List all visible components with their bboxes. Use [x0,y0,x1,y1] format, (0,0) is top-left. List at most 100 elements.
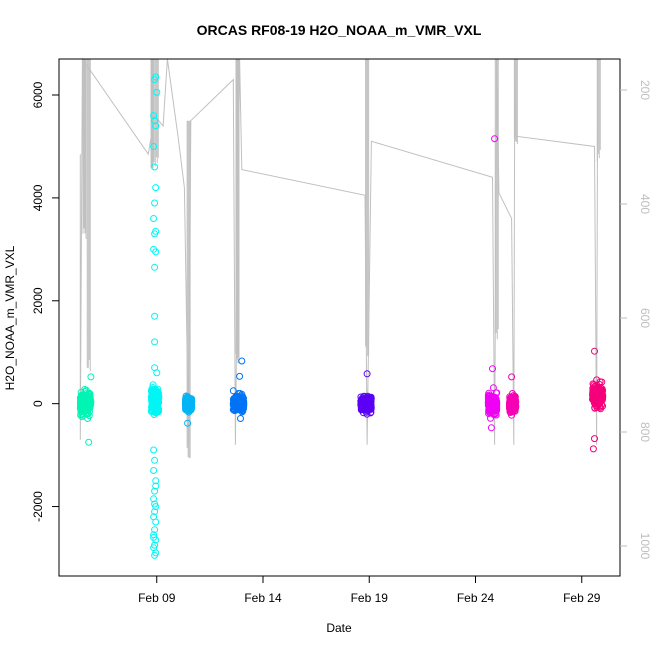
data-point [84,397,92,405]
data-point-outlier [150,143,158,150]
data-point [77,400,84,408]
data-point-outlier [150,215,158,222]
data-point [595,392,603,400]
plot-frame [58,58,621,577]
data-point [512,397,520,405]
series-group [181,392,196,427]
pressure-track-line [79,57,599,445]
y2-axis: 200 400 600 800 1000 [620,80,650,560]
data-point [80,391,88,399]
data-point-outlier [151,551,159,559]
y2-tick-label: 600 [638,308,650,328]
data-point [230,398,238,406]
data-point [234,406,242,414]
data-point-outlier [151,456,159,464]
data-point-outlier [150,495,158,503]
data-point-outlier [151,263,159,271]
data-point-outlier [487,424,495,432]
series-group [76,373,95,446]
chart-title: ORCAS RF08-19 H2O_NOAA_m_VMR_VXL [197,22,482,38]
series-group [484,135,501,432]
data-point [183,398,191,406]
data-point-outlier [152,248,160,256]
data-point-outlier [491,135,499,143]
series-group [506,373,520,419]
data-point [591,383,599,391]
data-point-outlier [153,369,161,377]
data-point [154,393,162,401]
data-point-outlier [183,394,190,401]
data-point-outlier [184,419,192,427]
y-tick-label: 6000 [31,81,45,108]
data-point-outlier [151,76,159,84]
x-tick-label: Feb 29 [563,591,601,605]
data-point [489,384,497,392]
data-points-layer [76,73,607,559]
y-axis-label: H2O_NOAA_m_VMR_VXL [3,245,17,390]
data-point-outlier [151,230,159,238]
data-point [485,391,492,399]
x-tick-label: Feb 24 [457,591,495,605]
data-point-outlier [152,482,160,490]
data-point-outlier [152,184,160,192]
data-point [154,388,162,396]
data-point-outlier [152,518,160,526]
y2-tick-label: 800 [638,422,650,442]
data-point-outlier [151,312,159,320]
data-point-outlier [87,373,95,381]
data-point-outlier [152,122,160,130]
data-point-outlier [152,477,160,485]
data-point-outlier [508,373,516,381]
data-point-outlier [236,372,244,380]
data-point [152,400,160,408]
pressure-spike-bundle [235,59,240,364]
data-point-outlier [150,112,158,120]
data-point [234,398,241,406]
data-point-outlier [591,347,598,355]
data-point-outlier [153,88,161,96]
data-point-outlier [151,199,159,207]
data-point-outlier [151,163,159,171]
data-point [149,402,157,410]
data-point-outlier [151,526,159,534]
x-tick-label: Feb 09 [138,591,176,605]
series-group [229,357,248,422]
data-point [492,389,500,397]
pressure-spike-bundle [513,59,518,144]
pressure-spike-bundle [86,59,91,371]
data-point-outlier [150,467,158,474]
y-tick-label: -2000 [31,491,45,522]
data-point [359,401,367,409]
data-point-outlier [363,370,371,378]
y2-tick-label: 400 [638,194,650,214]
data-point [490,397,498,405]
data-point-outlier [238,357,246,365]
x-tick-label: Feb 14 [244,591,282,605]
data-point-outlier [229,387,237,395]
data-point [590,393,598,401]
y2-tick-label: 1000 [638,533,650,560]
data-point-outlier [150,446,158,454]
y-tick-label: 4000 [31,184,45,211]
data-point [509,390,516,397]
data-point [85,393,93,401]
pressure-spike-bundle [365,59,370,357]
y-tick-label: 2000 [31,287,45,314]
series-group [589,347,607,453]
series-group [357,370,375,418]
data-point [234,403,242,411]
series-group [148,73,163,559]
data-point [85,400,93,408]
data-point-outlier [151,487,159,495]
data-point-outlier [151,338,159,346]
x-axis-label: Date [326,621,352,635]
data-point [596,378,604,386]
pressure-spike-bundle [596,59,601,162]
data-point [148,399,156,406]
pressure-spike-bundle [82,59,87,239]
pressure-spike-bundle [494,59,499,340]
data-point-outlier [151,508,159,516]
data-point-outlier [589,445,597,453]
data-point [487,402,495,410]
